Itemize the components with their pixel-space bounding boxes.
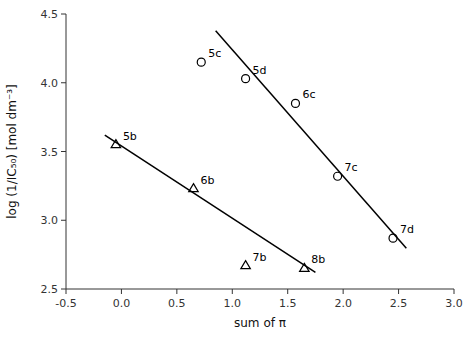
point-label: 6b: [200, 174, 214, 187]
circle-point: [291, 99, 299, 107]
x-tick: [398, 289, 399, 294]
x-tick: [176, 289, 177, 294]
x-tick: [454, 289, 455, 294]
axes: -0.5 0.0 0.5 1.0 1.5 2.0 2.5 3.0 2.5 3.0 3.5 4.0 4.5: [41, 8, 463, 310]
y-tick-label: 2.5: [41, 283, 59, 296]
regression-line: [105, 135, 316, 272]
x-tick-label: 2.0: [334, 297, 352, 310]
chart: -0.5 0.0 0.5 1.0 1.5 2.0 2.5 3.0 2.5 3.0 3.5 4.0 4.5…: [0, 0, 474, 337]
point-label: 8b: [311, 253, 325, 266]
circle-point: [242, 75, 250, 83]
point-label: 7d: [400, 223, 414, 236]
x-tick: [66, 289, 67, 294]
x-axis-line: [66, 289, 454, 290]
regression-line: [216, 31, 407, 249]
y-tick-label: 3.5: [41, 146, 59, 159]
y-tick: [61, 14, 66, 15]
point-labels: 5c 5d 6c 7c 7d 5b 6b 7b 8b: [123, 47, 414, 266]
y-tick-label: 3.0: [41, 214, 59, 227]
y-tick: [61, 289, 66, 290]
y-tick-label: 4.5: [41, 8, 59, 21]
y-axis-label: log (1/IC₅₀) [mol dm⁻³]: [5, 84, 19, 219]
x-tick-label: 1.5: [279, 297, 297, 310]
x-tick-label: 2.5: [390, 297, 408, 310]
x-tick: [121, 289, 122, 294]
y-tick: [61, 151, 66, 152]
y-tick: [61, 82, 66, 83]
y-tick-label: 4.0: [41, 77, 59, 90]
x-tick-label: 3.0: [445, 297, 463, 310]
point-label: 6c: [302, 88, 315, 101]
point-label: 7c: [345, 161, 358, 174]
x-tick: [287, 289, 288, 294]
x-axis-label: sum of π: [234, 316, 286, 330]
x-tick-label: 0.0: [113, 297, 131, 310]
x-tick-label: 0.5: [168, 297, 186, 310]
triangle-point: [241, 261, 251, 269]
point-label: 7b: [253, 251, 267, 264]
point-label: 5d: [253, 64, 267, 77]
point-label: 5c: [208, 47, 221, 60]
circle-point: [197, 58, 205, 66]
point-label: 5b: [123, 130, 137, 143]
plot-area: [105, 31, 407, 273]
x-tick-label: -0.5: [55, 297, 76, 310]
x-tick-label: 1.0: [224, 297, 242, 310]
x-tick: [343, 289, 344, 294]
x-tick: [232, 289, 233, 294]
y-tick: [61, 220, 66, 221]
